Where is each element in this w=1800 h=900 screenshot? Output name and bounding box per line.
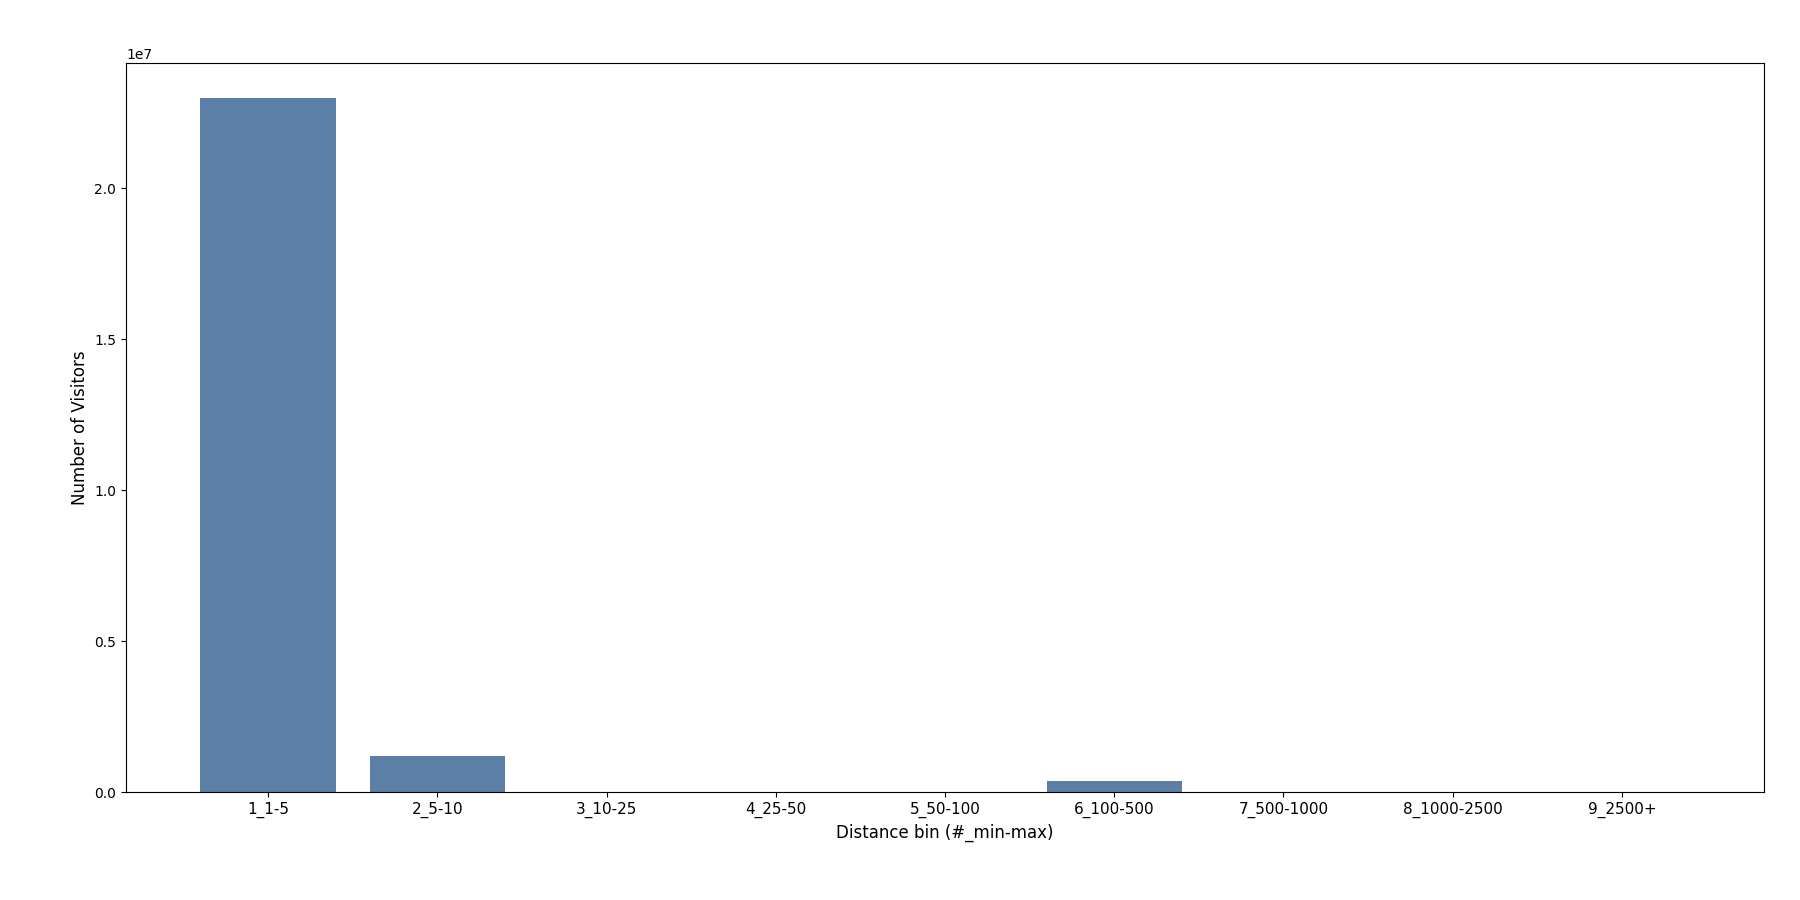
Bar [1046,781,1183,792]
Bar [369,756,506,792]
X-axis label: Distance bin (#_min-max): Distance bin (#_min-max) [837,824,1053,842]
Bar [200,98,337,792]
Y-axis label: Number of Visitors: Number of Visitors [70,350,88,505]
